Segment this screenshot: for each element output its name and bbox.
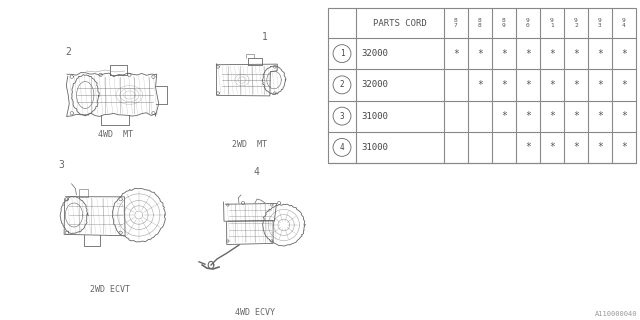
Text: *: * (573, 142, 579, 152)
Text: A110000040: A110000040 (595, 311, 637, 317)
Text: 3: 3 (340, 112, 344, 121)
Text: *: * (501, 111, 507, 121)
Text: 8
8: 8 8 (478, 18, 482, 28)
Text: *: * (501, 49, 507, 59)
Text: 9
3: 9 3 (598, 18, 602, 28)
Text: *: * (525, 49, 531, 59)
Text: *: * (549, 80, 555, 90)
Circle shape (333, 45, 351, 63)
Text: *: * (573, 80, 579, 90)
Bar (328, 8, 636, 163)
Text: *: * (573, 49, 579, 59)
Text: *: * (549, 142, 555, 152)
Text: 9
2: 9 2 (574, 18, 578, 28)
Text: *: * (549, 111, 555, 121)
Text: 4WD  MT: 4WD MT (97, 130, 132, 139)
Text: *: * (525, 111, 531, 121)
Text: 1: 1 (340, 49, 344, 58)
Circle shape (333, 139, 351, 156)
Text: *: * (597, 142, 603, 152)
Text: PARTS CORD: PARTS CORD (373, 19, 427, 28)
Text: *: * (597, 80, 603, 90)
Text: 2: 2 (65, 47, 71, 57)
Circle shape (333, 76, 351, 94)
Text: 32000: 32000 (361, 49, 388, 58)
Text: *: * (597, 111, 603, 121)
Text: 1: 1 (262, 32, 268, 42)
Text: *: * (573, 111, 579, 121)
Text: 4WD ECVY: 4WD ECVY (235, 308, 275, 317)
Text: *: * (549, 49, 555, 59)
Text: 4: 4 (253, 167, 259, 177)
Text: *: * (525, 80, 531, 90)
Text: *: * (597, 49, 603, 59)
Text: 32000: 32000 (361, 80, 388, 89)
Text: 2WD  MT: 2WD MT (232, 140, 268, 149)
Text: 2WD ECVT: 2WD ECVT (90, 285, 130, 294)
Text: 2: 2 (340, 80, 344, 89)
Text: 4: 4 (340, 143, 344, 152)
Text: 9
0: 9 0 (526, 18, 530, 28)
Text: *: * (477, 80, 483, 90)
Text: *: * (501, 80, 507, 90)
Text: 8
9: 8 9 (502, 18, 506, 28)
Circle shape (333, 107, 351, 125)
Text: *: * (621, 111, 627, 121)
Text: 3: 3 (58, 160, 64, 170)
Text: 8
7: 8 7 (454, 18, 458, 28)
Text: *: * (621, 142, 627, 152)
Text: 9
1: 9 1 (550, 18, 554, 28)
Text: *: * (477, 49, 483, 59)
Text: *: * (621, 80, 627, 90)
Text: 31000: 31000 (361, 143, 388, 152)
Text: *: * (525, 142, 531, 152)
Text: 31000: 31000 (361, 112, 388, 121)
Text: 9
4: 9 4 (622, 18, 626, 28)
Text: *: * (453, 49, 459, 59)
Text: *: * (621, 49, 627, 59)
